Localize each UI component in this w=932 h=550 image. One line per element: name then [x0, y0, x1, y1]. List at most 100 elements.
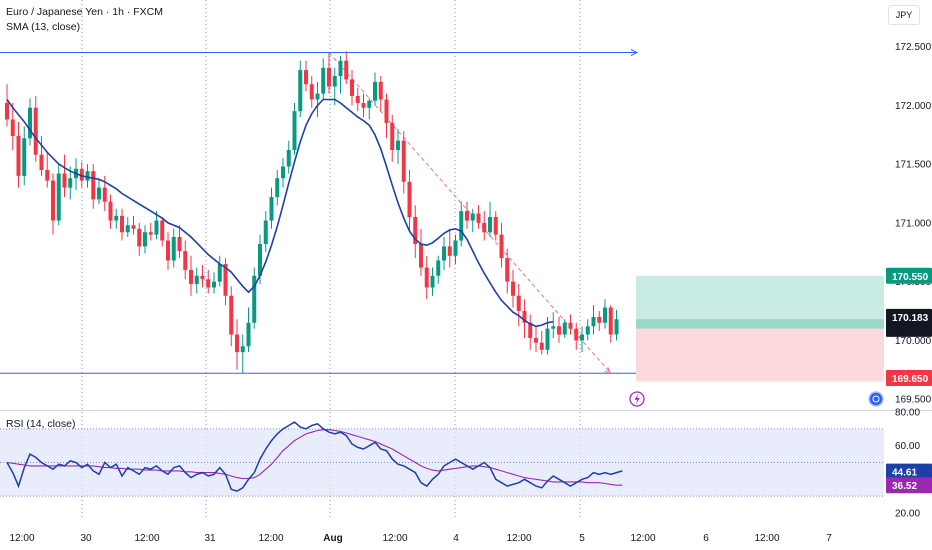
candle: [235, 319, 239, 370]
candle-body: [22, 138, 27, 176]
candle: [367, 98, 372, 120]
trend-line-arrow: [604, 367, 612, 375]
candle: [183, 240, 188, 280]
rsi-tick-label: 80.00: [895, 408, 920, 419]
currency-button[interactable]: JPY: [888, 5, 920, 25]
rsi-tick-label: 60.00: [895, 441, 920, 452]
candle-body: [396, 140, 400, 151]
candle-body: [212, 281, 216, 288]
candle-body: [608, 307, 613, 335]
candle-body: [465, 211, 469, 221]
candle: [114, 208, 119, 229]
symbol-title[interactable]: Euro / Japanese Yen · 1h · FXCM: [6, 6, 164, 18]
sma-line: [6, 98, 554, 328]
candle: [143, 225, 147, 254]
candle-body: [493, 217, 498, 235]
candle: [315, 81, 320, 118]
candle: [505, 248, 510, 294]
candle-body: [171, 236, 176, 261]
candle: [574, 322, 579, 350]
candle: [459, 201, 464, 247]
loss-zone: [636, 328, 884, 382]
candle: [580, 326, 584, 353]
candle-body: [200, 275, 205, 280]
candle: [499, 222, 504, 268]
trend-line[interactable]: [328, 52, 612, 375]
candle: [33, 95, 38, 162]
candle-body: [223, 264, 228, 296]
candle-body: [476, 213, 481, 223]
candle-body: [194, 275, 199, 284]
candle: [465, 201, 469, 229]
price-tick-label: 172.000: [895, 101, 932, 112]
candle-body: [580, 334, 584, 341]
candle-body: [384, 99, 389, 123]
candle-body: [350, 79, 354, 96]
candle-body: [424, 267, 429, 288]
candle-body: [551, 326, 556, 329]
time-tick-label: 12:00: [630, 533, 655, 544]
candle: [327, 52, 331, 94]
candle: [378, 76, 383, 112]
candle-body: [16, 135, 21, 176]
candle: [148, 222, 153, 241]
candle-body: [332, 76, 337, 87]
candle: [430, 267, 435, 296]
price-tick-label: 171.000: [895, 218, 932, 229]
rsi-tick-label: 20.00: [895, 509, 920, 520]
candle-body: [143, 232, 147, 247]
candle: [269, 187, 274, 229]
candle: [85, 164, 90, 188]
candle-body: [442, 246, 446, 261]
candle: [56, 164, 61, 226]
candle-body: [189, 269, 193, 284]
flash-icon[interactable]: [629, 391, 645, 407]
candle: [447, 228, 452, 268]
candle-body: [91, 171, 96, 200]
candle-body: [591, 316, 596, 327]
sma-legend[interactable]: SMA (13, close): [6, 21, 81, 33]
candle: [177, 225, 182, 259]
candle: [223, 258, 228, 306]
candle-body: [275, 178, 280, 198]
rsi-legend[interactable]: RSI (14, close): [6, 418, 76, 430]
candle-body: [453, 240, 458, 256]
candle: [608, 305, 613, 343]
candle: [424, 255, 429, 300]
candle-body: [217, 264, 222, 282]
candle-body: [62, 173, 67, 188]
candle-body: [79, 168, 84, 181]
candle-body: [148, 232, 153, 235]
candle: [263, 211, 268, 253]
candle-body: [269, 197, 274, 221]
candle: [407, 170, 412, 233]
candle-body: [447, 246, 452, 256]
rsi-value-tag-text: 44.61: [892, 468, 917, 479]
candle: [562, 319, 567, 339]
price-tick-label: 172.500: [895, 42, 932, 53]
candle-body: [373, 81, 377, 101]
candle: [246, 307, 251, 353]
price-tick-label: 170.000: [895, 336, 932, 347]
position-zones[interactable]: [636, 275, 884, 382]
candle: [252, 267, 257, 329]
time-axis[interactable]: 12:00 30 12:00 31 12:00 Aug 12:00 4 12:00 5 12:00 6…: [9, 533, 832, 544]
candle: [171, 228, 176, 268]
candle: [384, 93, 389, 139]
globe-icon[interactable]: [868, 391, 884, 407]
candle: [39, 135, 44, 176]
candle-body: [114, 215, 119, 221]
candle-body: [286, 150, 291, 167]
target-tag-bg: [886, 267, 932, 284]
candle-body: [367, 100, 372, 108]
horizontal-lines[interactable]: [0, 49, 639, 374]
time-tick-label: 12:00: [382, 533, 407, 544]
candle-body: [344, 60, 349, 80]
rsi-ma-value-tag-text: 36.52: [892, 481, 917, 492]
candle-body: [258, 244, 262, 276]
candle: [534, 326, 538, 353]
candle: [355, 87, 360, 112]
candle-body: [137, 228, 142, 247]
candle-body: [603, 307, 607, 323]
